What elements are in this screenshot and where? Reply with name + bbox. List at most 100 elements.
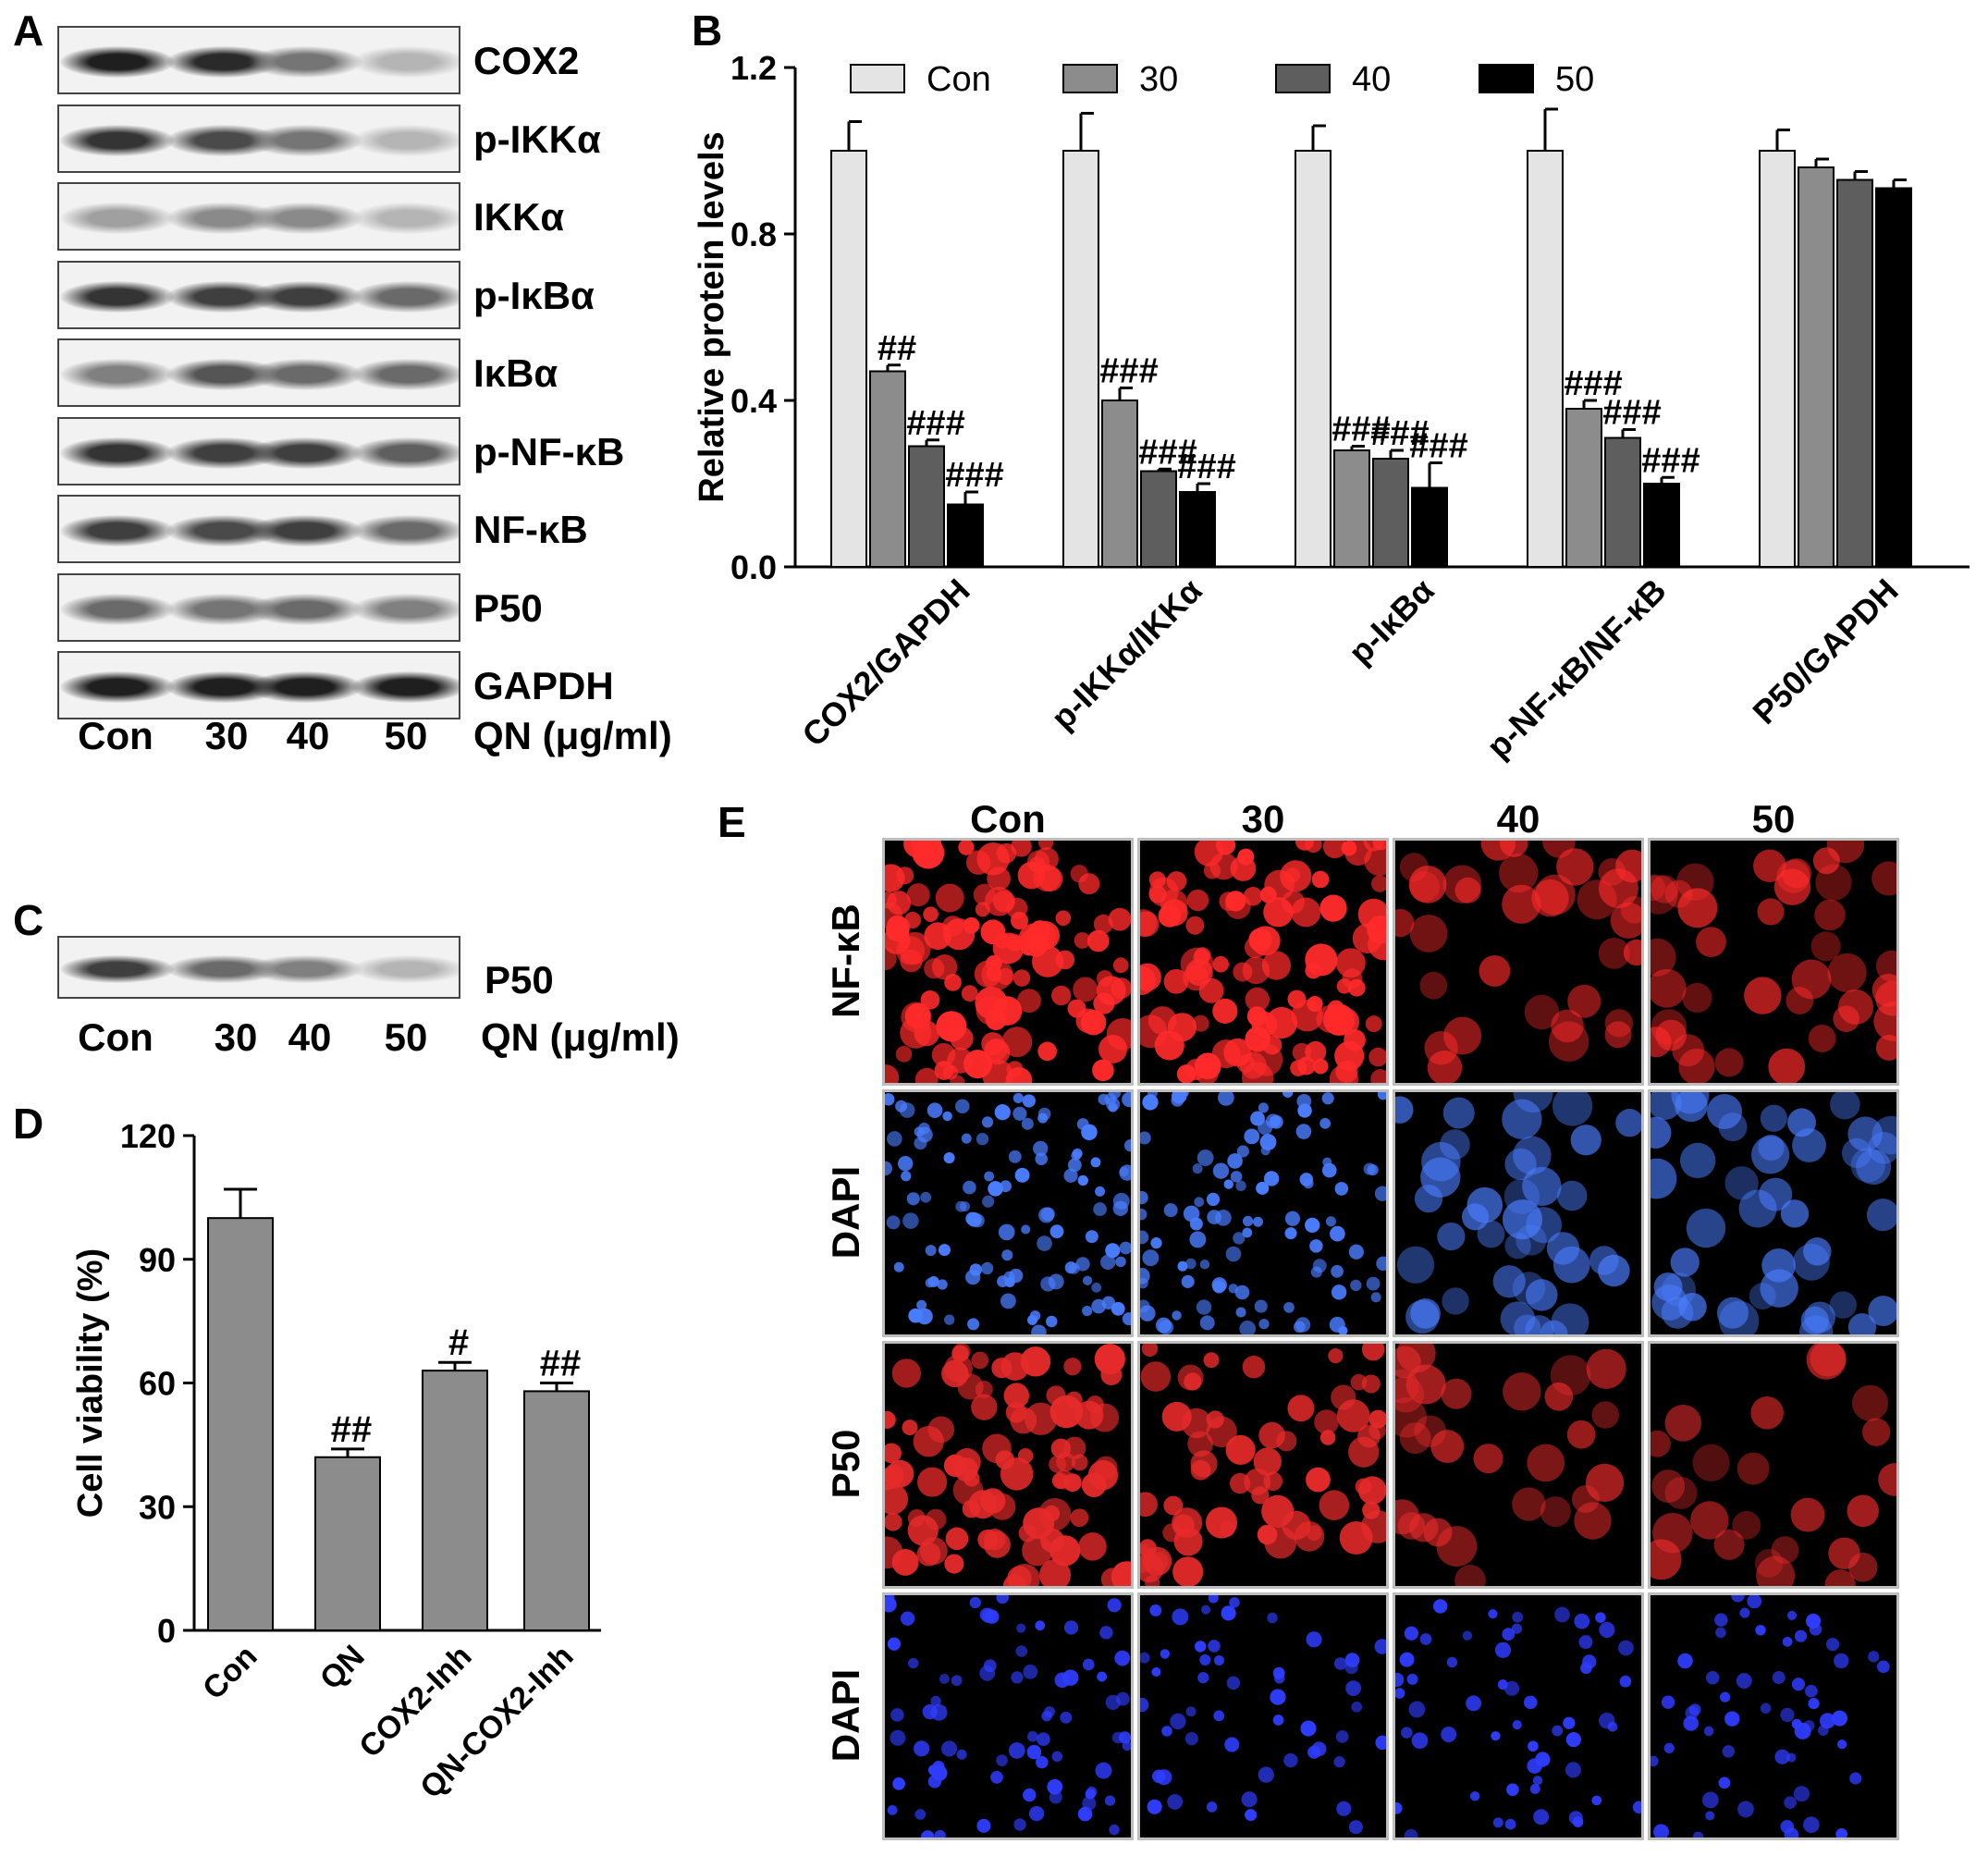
cell-spot bbox=[1022, 1094, 1036, 1108]
blot-a-row-label: IKKα bbox=[473, 195, 565, 239]
y-tick-label: 60 bbox=[139, 1365, 176, 1403]
cell-spot bbox=[1091, 1282, 1102, 1293]
cell-spot bbox=[1192, 1014, 1209, 1032]
cell-spot bbox=[1112, 1200, 1129, 1216]
cell-spot bbox=[1147, 1799, 1162, 1814]
cell-spot bbox=[1736, 1452, 1770, 1485]
cell-spot bbox=[1333, 1756, 1345, 1768]
cell-spot bbox=[1542, 841, 1576, 858]
cell-spot bbox=[1290, 1060, 1307, 1076]
cell-spot bbox=[1185, 916, 1205, 935]
blot-a-row-label: COX2 bbox=[473, 39, 580, 82]
cell-spot bbox=[1803, 1816, 1820, 1834]
bar bbox=[908, 445, 945, 568]
cell-spot bbox=[1676, 863, 1714, 901]
cell-spot bbox=[1322, 841, 1347, 859]
cell-spot bbox=[1140, 1652, 1150, 1664]
cell-spot bbox=[1104, 1795, 1116, 1806]
cell-spot bbox=[908, 1657, 919, 1669]
cell-spot bbox=[903, 911, 921, 928]
cell-spot bbox=[1053, 1469, 1074, 1490]
blot-a-treatment-label: QN (μg/ml) bbox=[473, 714, 672, 757]
cell-spot bbox=[902, 1420, 918, 1436]
cell-spot bbox=[1348, 1244, 1364, 1260]
blot-band bbox=[248, 671, 362, 703]
cell-spot bbox=[1790, 1497, 1825, 1532]
cell-spot bbox=[971, 1351, 989, 1370]
cell-spot bbox=[1791, 959, 1832, 1000]
micrograph-tile bbox=[1137, 838, 1389, 1086]
cell-spot bbox=[1272, 1715, 1284, 1726]
cell-spot bbox=[1184, 1258, 1196, 1270]
bar bbox=[1565, 408, 1602, 568]
cell-spot bbox=[931, 1764, 948, 1781]
blot-c-lane-30: 30 bbox=[214, 1015, 258, 1059]
cell-spot bbox=[1454, 877, 1481, 903]
cell-spot bbox=[1441, 1727, 1457, 1742]
cell-spot bbox=[1671, 1092, 1710, 1114]
cell-spot bbox=[914, 1740, 930, 1757]
cell-spot bbox=[1503, 1680, 1520, 1696]
cell-spot bbox=[1270, 1689, 1286, 1705]
blot-band bbox=[60, 671, 175, 703]
cell-spot bbox=[1784, 1827, 1799, 1838]
blot-a-row-label: GAPDH bbox=[473, 664, 614, 707]
cell-spot bbox=[1351, 1701, 1363, 1713]
micrograph-tile bbox=[882, 838, 1134, 1086]
cell-spot bbox=[1847, 1313, 1877, 1334]
cell-spot bbox=[1350, 1279, 1362, 1292]
cell-spot bbox=[944, 1314, 955, 1325]
cell-spot bbox=[986, 965, 1002, 982]
cell-spot bbox=[1786, 987, 1814, 1014]
blot-band bbox=[248, 515, 362, 547]
significance-mark: ## bbox=[540, 1344, 582, 1384]
cell-spot bbox=[1336, 1801, 1352, 1816]
significance-mark: ### bbox=[1409, 427, 1467, 466]
cell-spot bbox=[1432, 1599, 1448, 1614]
cell-spot bbox=[1080, 1010, 1107, 1036]
cell-spot bbox=[1753, 849, 1786, 883]
cell-spot bbox=[1506, 1783, 1519, 1797]
cell-spot bbox=[1322, 1157, 1332, 1167]
cell-spot bbox=[1036, 1755, 1049, 1769]
cell-spot bbox=[1223, 1179, 1233, 1189]
cell-spot bbox=[906, 1192, 920, 1206]
blot-band bbox=[248, 955, 362, 983]
cell-spot bbox=[1395, 1096, 1414, 1124]
cell-spot bbox=[1396, 1246, 1435, 1284]
cell-spot bbox=[1140, 1131, 1151, 1145]
cell-spot bbox=[1370, 1069, 1386, 1083]
cell-spot bbox=[1504, 1232, 1531, 1260]
cell-spot bbox=[1012, 1106, 1027, 1121]
cell-spot bbox=[1522, 1166, 1562, 1207]
cell-spot bbox=[943, 1152, 955, 1164]
cell-spot bbox=[1206, 1192, 1221, 1207]
cell-spot bbox=[1335, 1730, 1349, 1743]
cell-spot bbox=[1227, 1153, 1243, 1169]
cell-spot bbox=[1502, 1099, 1542, 1139]
blot-c-lane-50: 50 bbox=[384, 1015, 428, 1059]
cell-spot bbox=[1502, 1628, 1516, 1641]
cell-spot bbox=[1250, 1111, 1265, 1126]
cell-spot bbox=[1033, 1140, 1049, 1157]
cell-spot bbox=[1037, 1107, 1051, 1121]
cell-spot bbox=[994, 1104, 1011, 1121]
cell-spot bbox=[1311, 870, 1330, 889]
cell-spot bbox=[1755, 1625, 1766, 1636]
cell-spot bbox=[1760, 1269, 1798, 1308]
cell-spot bbox=[1295, 1124, 1312, 1139]
cell-spot bbox=[1008, 1149, 1022, 1163]
cell-spot bbox=[1497, 1679, 1508, 1690]
micrograph-tile bbox=[1137, 1089, 1389, 1337]
cell-spot bbox=[1556, 1180, 1588, 1211]
cell-spot bbox=[1122, 1092, 1131, 1108]
legend-label: Con bbox=[927, 60, 991, 99]
cell-spot bbox=[1707, 1094, 1743, 1130]
cell-spot bbox=[1348, 1820, 1363, 1835]
cell-spot bbox=[1623, 939, 1641, 966]
blot-a-strip bbox=[57, 26, 460, 94]
cell-spot bbox=[1001, 1026, 1033, 1058]
blot-a-strip bbox=[57, 104, 460, 173]
blot-band bbox=[351, 671, 459, 703]
blot-a-lane-30: 30 bbox=[204, 714, 249, 757]
